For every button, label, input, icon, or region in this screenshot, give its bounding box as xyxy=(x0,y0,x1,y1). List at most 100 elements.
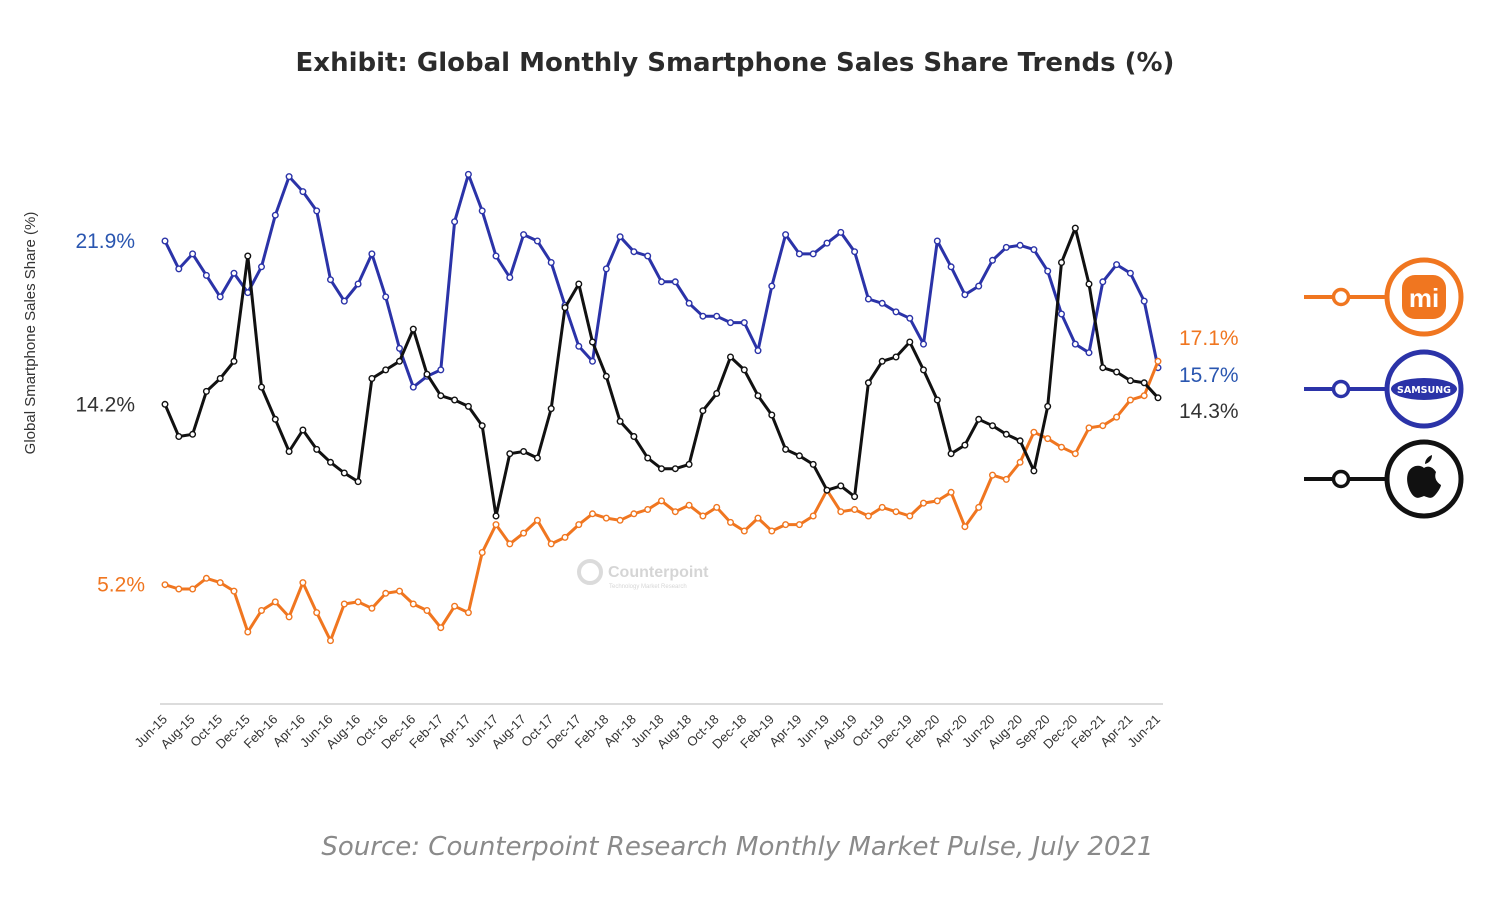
data-point-apple xyxy=(506,450,514,458)
data-point-xiaomi xyxy=(754,514,762,522)
data-point-apple xyxy=(658,465,666,473)
data-point-xiaomi xyxy=(299,579,307,587)
data-point-samsung xyxy=(1002,243,1010,251)
data-point-xiaomi xyxy=(423,607,431,615)
data-point-xiaomi xyxy=(409,600,417,608)
data-point-apple xyxy=(713,390,721,398)
y-axis-label: Global Smartphone Sales Share (%) xyxy=(22,212,39,455)
data-point-xiaomi xyxy=(1154,357,1162,365)
data-point-apple xyxy=(327,458,335,466)
data-point-samsung xyxy=(478,207,486,215)
data-point-xiaomi xyxy=(285,613,293,621)
data-point-xiaomi xyxy=(189,585,197,593)
data-point-samsung xyxy=(451,218,459,226)
data-point-samsung xyxy=(658,278,666,286)
data-point-xiaomi xyxy=(382,589,390,597)
data-point-samsung xyxy=(920,340,928,348)
data-point-xiaomi xyxy=(258,607,266,615)
data-point-apple xyxy=(727,353,735,361)
data-point-apple xyxy=(768,411,776,419)
data-point-apple xyxy=(989,422,997,430)
data-point-xiaomi xyxy=(1057,443,1065,451)
end-label-apple: 14.3% xyxy=(1179,400,1239,423)
data-point-samsung xyxy=(1030,246,1038,254)
data-point-samsung xyxy=(1044,267,1052,275)
data-point-apple xyxy=(602,372,610,380)
data-point-xiaomi xyxy=(851,506,859,514)
data-point-xiaomi xyxy=(340,600,348,608)
xiaomi-logo-text: mi xyxy=(1409,283,1439,313)
data-point-samsung xyxy=(354,280,362,288)
start-label-xiaomi: 5.2% xyxy=(97,574,145,597)
data-point-apple xyxy=(933,396,941,404)
data-point-samsung xyxy=(630,248,638,256)
data-point-xiaomi xyxy=(216,579,224,587)
data-point-xiaomi xyxy=(685,501,693,509)
data-point-samsung xyxy=(782,231,790,239)
data-point-xiaomi xyxy=(989,471,997,479)
data-point-xiaomi xyxy=(368,604,376,612)
data-point-xiaomi xyxy=(1113,413,1121,421)
data-point-xiaomi xyxy=(1071,450,1079,458)
data-point-samsung xyxy=(202,271,210,279)
data-point-apple xyxy=(492,512,500,520)
data-point-samsung xyxy=(989,256,997,264)
data-point-samsung xyxy=(1099,278,1107,286)
data-point-apple xyxy=(754,392,762,400)
data-point-xiaomi xyxy=(271,598,279,606)
data-point-apple xyxy=(396,357,404,365)
data-point-xiaomi xyxy=(699,512,707,520)
data-point-xiaomi xyxy=(202,574,210,582)
legend: mi SAMSUNG xyxy=(1304,257,1464,519)
data-point-xiaomi xyxy=(451,602,459,610)
data-point-apple xyxy=(464,402,472,410)
data-point-apple xyxy=(340,469,348,477)
data-point-apple xyxy=(644,454,652,462)
data-point-samsung xyxy=(506,274,514,282)
data-point-samsung xyxy=(230,269,238,277)
data-point-apple xyxy=(478,422,486,430)
data-point-samsung xyxy=(754,347,762,355)
data-point-apple xyxy=(161,400,169,408)
data-point-xiaomi xyxy=(464,609,472,617)
data-point-samsung xyxy=(740,319,748,327)
data-point-samsung xyxy=(437,366,445,374)
data-point-xiaomi xyxy=(864,512,872,520)
data-point-samsung xyxy=(616,233,624,241)
data-point-samsung xyxy=(644,252,652,260)
data-point-apple xyxy=(285,448,293,456)
data-point-apple xyxy=(561,304,569,312)
data-point-samsung xyxy=(795,250,803,258)
data-point-apple xyxy=(920,366,928,374)
data-point-apple xyxy=(671,465,679,473)
data-point-apple xyxy=(1126,377,1134,385)
data-point-samsung xyxy=(285,173,293,181)
data-point-xiaomi xyxy=(1044,435,1052,443)
counterpoint-watermark: Counterpoint Technology Market Research xyxy=(577,559,709,590)
data-point-apple xyxy=(409,325,417,333)
legend-item-samsung: SAMSUNG xyxy=(1304,349,1464,429)
data-point-apple xyxy=(437,392,445,400)
data-point-samsung xyxy=(216,293,224,301)
data-point-samsung xyxy=(685,299,693,307)
data-point-apple xyxy=(947,450,955,458)
data-point-apple xyxy=(1057,259,1065,267)
data-point-samsung xyxy=(1126,269,1134,277)
data-point-apple xyxy=(1113,368,1121,376)
data-point-samsung xyxy=(809,250,817,258)
data-point-samsung xyxy=(864,295,872,303)
data-point-xiaomi xyxy=(533,516,541,524)
data-point-samsung xyxy=(368,250,376,258)
data-point-xiaomi xyxy=(547,540,555,548)
data-point-samsung xyxy=(575,342,583,350)
data-point-apple xyxy=(740,366,748,374)
data-point-xiaomi xyxy=(878,503,886,511)
data-point-apple xyxy=(354,478,362,486)
data-point-xiaomi xyxy=(933,497,941,505)
data-point-xiaomi xyxy=(1126,396,1134,404)
data-point-samsung xyxy=(823,239,831,247)
data-point-xiaomi xyxy=(768,527,776,535)
data-point-samsung xyxy=(189,250,197,258)
data-point-xiaomi xyxy=(492,521,500,529)
